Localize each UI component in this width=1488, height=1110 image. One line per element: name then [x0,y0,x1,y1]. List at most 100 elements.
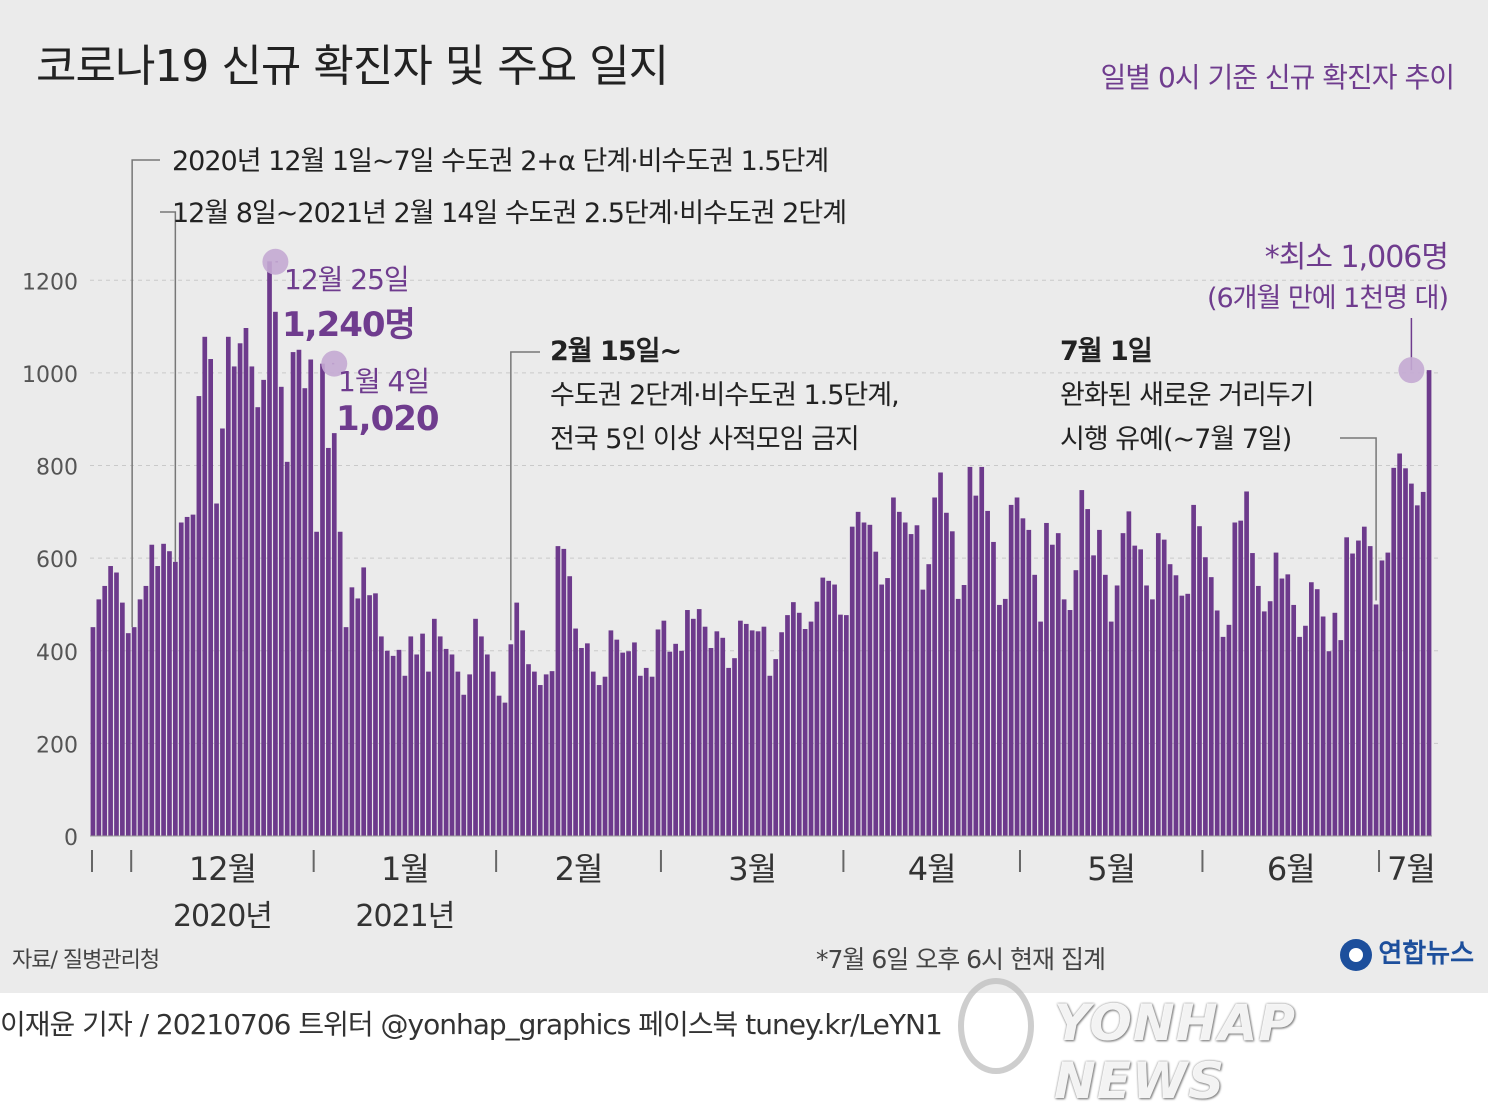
credit-line: 이재윤 기자 / 20210706 트위터 @yonhap_graphics 페… [0,1008,943,1041]
bar [1344,537,1349,836]
bar [1379,560,1385,836]
bar [161,543,166,836]
annotation-jul1: 7월 1일 완화된 새로운 거리두기 시행 유예(~7월 7일) [1060,330,1315,462]
bar [655,629,661,836]
bar [726,667,731,836]
bar [1050,544,1055,836]
bar [108,566,113,836]
bar [149,544,155,836]
bar [343,627,349,836]
bar [779,632,784,836]
bar [743,623,749,836]
bar [667,651,673,836]
bar [967,466,973,836]
bar [702,626,708,836]
bar [1338,640,1344,836]
y-tick-label: 400 [36,641,78,666]
y-tick-label: 200 [36,733,78,758]
bar [1391,467,1397,836]
bar [1085,509,1091,836]
bar [290,352,296,836]
bar [1426,370,1432,836]
y-tick-label: 1000 [22,363,78,388]
bar [885,578,890,836]
peak-dot [1398,357,1425,384]
bar [1161,539,1167,836]
chart-title: 코로나19 신규 확진자 및 주요 일지 [36,41,669,92]
annotation-dec1: 2020년 12월 1일~7일 수도권 2+α 단계·비수도권 1.5단계 [172,146,829,177]
annotation-jul1-line2: 시행 유예(~7월 7일) [1060,424,1292,455]
bar [1220,636,1226,836]
bar [579,647,584,836]
bar [273,311,278,836]
bar [1173,575,1179,836]
bar [808,621,814,836]
month-label: 1월 [381,850,429,888]
bar [1332,612,1338,836]
bar [861,522,867,836]
bar [820,577,826,836]
bar [844,615,849,836]
bar [137,599,143,836]
annotation-feb15-line2: 전국 5인 이상 사적모임 금지 [550,424,860,455]
bar [620,652,626,836]
annotation-dec8: 12월 8일~2021년 2월 14일 수도권 2.5단계·비수도권 2단계 [172,198,847,229]
bar [1291,604,1297,836]
bar [361,567,367,836]
bar [1350,553,1355,836]
bar [337,531,343,836]
annotation-leader-jul1 [1340,437,1377,601]
bar [802,629,808,836]
month-label: 2월 [555,850,603,888]
bar [1002,598,1008,836]
month-label: 5월 [1087,850,1135,888]
bar [537,685,543,836]
bar [1114,585,1120,836]
month-label: 6월 [1267,850,1315,888]
bar [567,576,573,836]
bar [891,497,896,836]
bar [1238,520,1244,836]
bar [173,561,178,836]
bar [685,610,690,836]
source-text: 자료/ 질병관리청 [12,948,160,973]
yonhap-logo-icon [1340,938,1373,971]
peak-dot [321,350,348,377]
bar [1279,578,1285,836]
bar [284,461,290,836]
chart-subtitle: 일별 0시 기준 신규 확진자 추이 [1100,61,1455,94]
bar [932,497,937,836]
bar [302,388,308,836]
bar [461,694,467,836]
bar [1326,651,1332,836]
bar [496,695,502,836]
bar [1020,518,1026,836]
bar [661,620,667,836]
bar [832,584,837,836]
bar [532,671,537,836]
bar [449,654,455,836]
bar [796,612,802,836]
month-label: 4월 [908,850,956,888]
bar [355,598,361,836]
bar [1132,545,1138,836]
bar [479,636,484,836]
bar [1102,574,1108,836]
latest-sub: (6개월 만에 1천명 대) [1206,283,1449,314]
bar [1155,533,1161,836]
bar [1032,574,1038,836]
bar [602,676,608,836]
peak-jan4-value: 1,020 [336,399,440,439]
bar [249,366,255,836]
bar [585,643,590,836]
bar [490,671,496,836]
bar [873,551,879,836]
bar [867,524,873,836]
bar [1397,453,1402,836]
peak-dot [262,248,289,275]
bar [455,671,461,836]
bar [1038,621,1043,836]
bar [308,359,314,836]
bar [549,671,555,836]
bar [997,604,1002,836]
